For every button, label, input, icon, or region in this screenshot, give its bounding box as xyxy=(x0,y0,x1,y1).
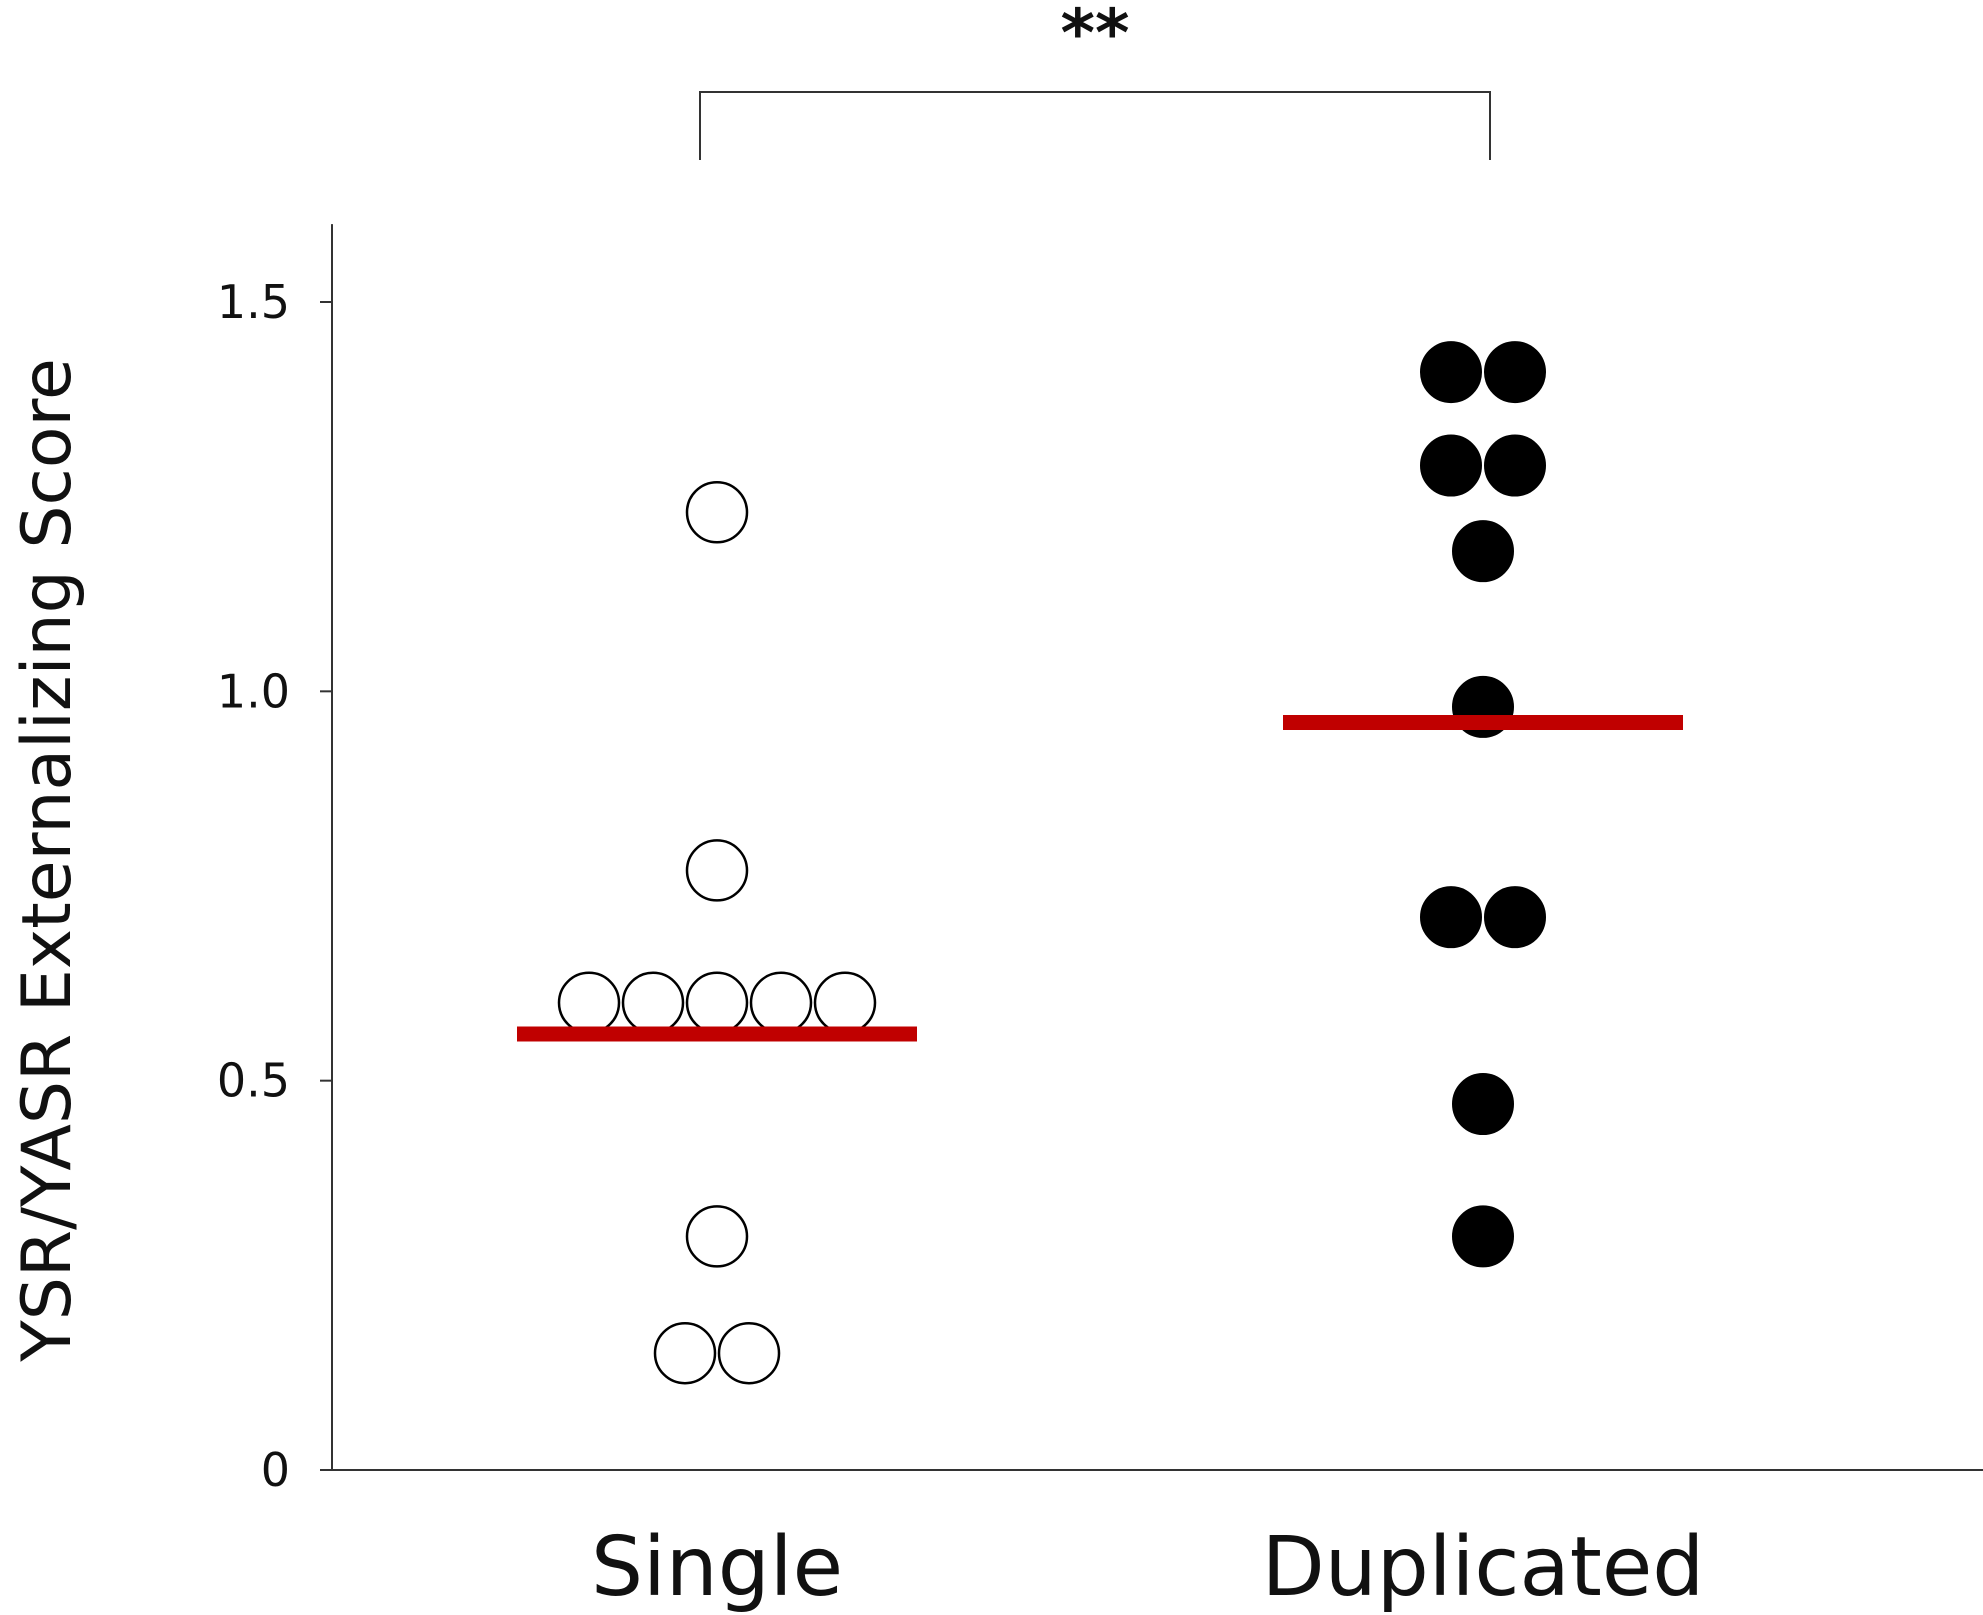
single-data-point xyxy=(621,971,685,1035)
single-data-point xyxy=(685,480,749,544)
x-category-label-duplicated: Duplicated xyxy=(1262,1520,1705,1615)
y-tick-label: 1.0 xyxy=(217,664,290,718)
duplicated-data-point xyxy=(1420,341,1482,404)
duplicated-data-point xyxy=(1452,1073,1514,1136)
y-tick-label: 0.5 xyxy=(217,1054,290,1108)
y-tick-label: 0 xyxy=(261,1443,290,1497)
mean-lines xyxy=(517,714,1683,1042)
single-data-point xyxy=(685,971,749,1035)
category-labels: Single Duplicated xyxy=(591,1520,1704,1615)
axes xyxy=(320,224,1983,1471)
single-data-point xyxy=(813,971,877,1035)
single-data-point xyxy=(749,971,813,1035)
duplicated-data-point xyxy=(1420,886,1482,949)
single-data-point xyxy=(557,971,621,1035)
data-points xyxy=(557,341,1546,1385)
y-axis-ticks: 0 0.5 1.0 1.5 xyxy=(217,275,332,1497)
duplicated-data-point xyxy=(1420,434,1482,497)
y-tick-label: 1.5 xyxy=(217,275,290,329)
significance-bracket-line xyxy=(699,91,1491,160)
duplicated-data-point xyxy=(1452,1205,1514,1268)
y-axis-title: YSR/YASR Externalizing Score xyxy=(8,358,87,1363)
duplicated-data-point xyxy=(1484,886,1546,949)
duplicated-data-point xyxy=(1484,341,1546,404)
single-data-point xyxy=(685,1205,749,1268)
significance-label: ** xyxy=(1060,0,1129,72)
single-data-point xyxy=(717,1321,781,1385)
duplicated-data-point xyxy=(1452,520,1514,583)
single-data-point xyxy=(653,1321,717,1385)
duplicated-data-point xyxy=(1484,434,1546,497)
single-data-point xyxy=(685,839,749,902)
significance-bracket: ** xyxy=(699,0,1491,160)
x-category-label-single: Single xyxy=(591,1520,843,1615)
